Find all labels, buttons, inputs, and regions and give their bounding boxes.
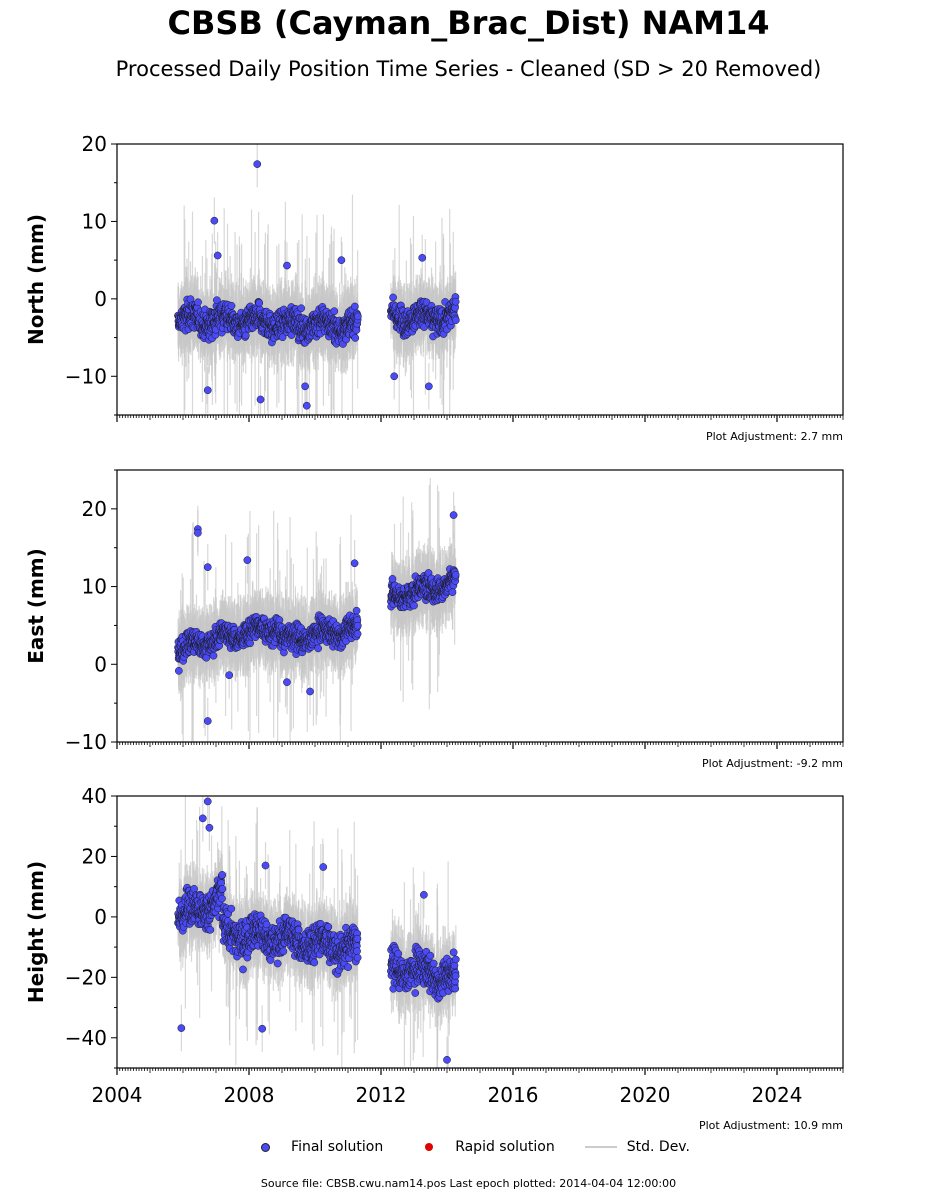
data-point — [425, 382, 433, 391]
data-point — [314, 644, 323, 653]
data-point — [297, 304, 306, 313]
data-point — [246, 639, 254, 648]
data-point — [203, 386, 212, 395]
data-point — [209, 651, 218, 660]
data-point — [174, 666, 183, 675]
y-tick-label: 0 — [94, 287, 107, 311]
data-points — [174, 160, 460, 410]
chart-title: CBSB (Cayman_Brac_Dist) NAM14 — [167, 4, 770, 42]
y-tick-label: 20 — [82, 132, 107, 156]
data-point — [302, 401, 311, 410]
y-tick-label: −10 — [65, 364, 107, 388]
data-point — [330, 307, 339, 316]
data-point — [351, 302, 359, 311]
data-point — [256, 395, 265, 404]
y-tick-label: 10 — [82, 209, 107, 233]
data-point — [451, 297, 460, 306]
data-point — [337, 256, 346, 264]
panel-north: −10 0 10 20 North (mm) Plot Adjustment: 2.7 m… — [24, 132, 844, 443]
data-point — [390, 372, 399, 381]
data-point — [352, 606, 361, 615]
chart-subtitle: Processed Daily Position Time Series - C… — [115, 57, 822, 81]
data-point — [253, 160, 262, 168]
std-dev-bars — [177, 477, 457, 742]
data-point — [227, 301, 236, 310]
plot-adjustment-note: Plot Adjustment: 2.7 mm — [706, 430, 843, 443]
data-point — [351, 334, 360, 342]
time-series-plots: −10 0 10 20 North (mm) Plot Adjustment: 2.7 m… — [24, 132, 844, 1130]
y-axis-label: North (mm) — [24, 214, 48, 345]
data-point — [388, 575, 397, 583]
data-point — [389, 293, 397, 302]
data-point — [418, 253, 427, 262]
data-point — [213, 296, 221, 305]
data-point — [194, 298, 202, 307]
data-point — [410, 601, 418, 610]
data-point — [213, 251, 222, 260]
data-point — [241, 331, 250, 340]
data-point — [255, 299, 264, 307]
std-dev-bars — [177, 144, 457, 415]
data-point — [353, 630, 362, 638]
data-point — [301, 382, 309, 391]
data-point — [353, 312, 362, 321]
data-point — [210, 216, 219, 225]
data-point — [353, 621, 362, 630]
data-point — [283, 261, 291, 270]
data-point — [451, 316, 460, 325]
data-point — [352, 326, 361, 334]
